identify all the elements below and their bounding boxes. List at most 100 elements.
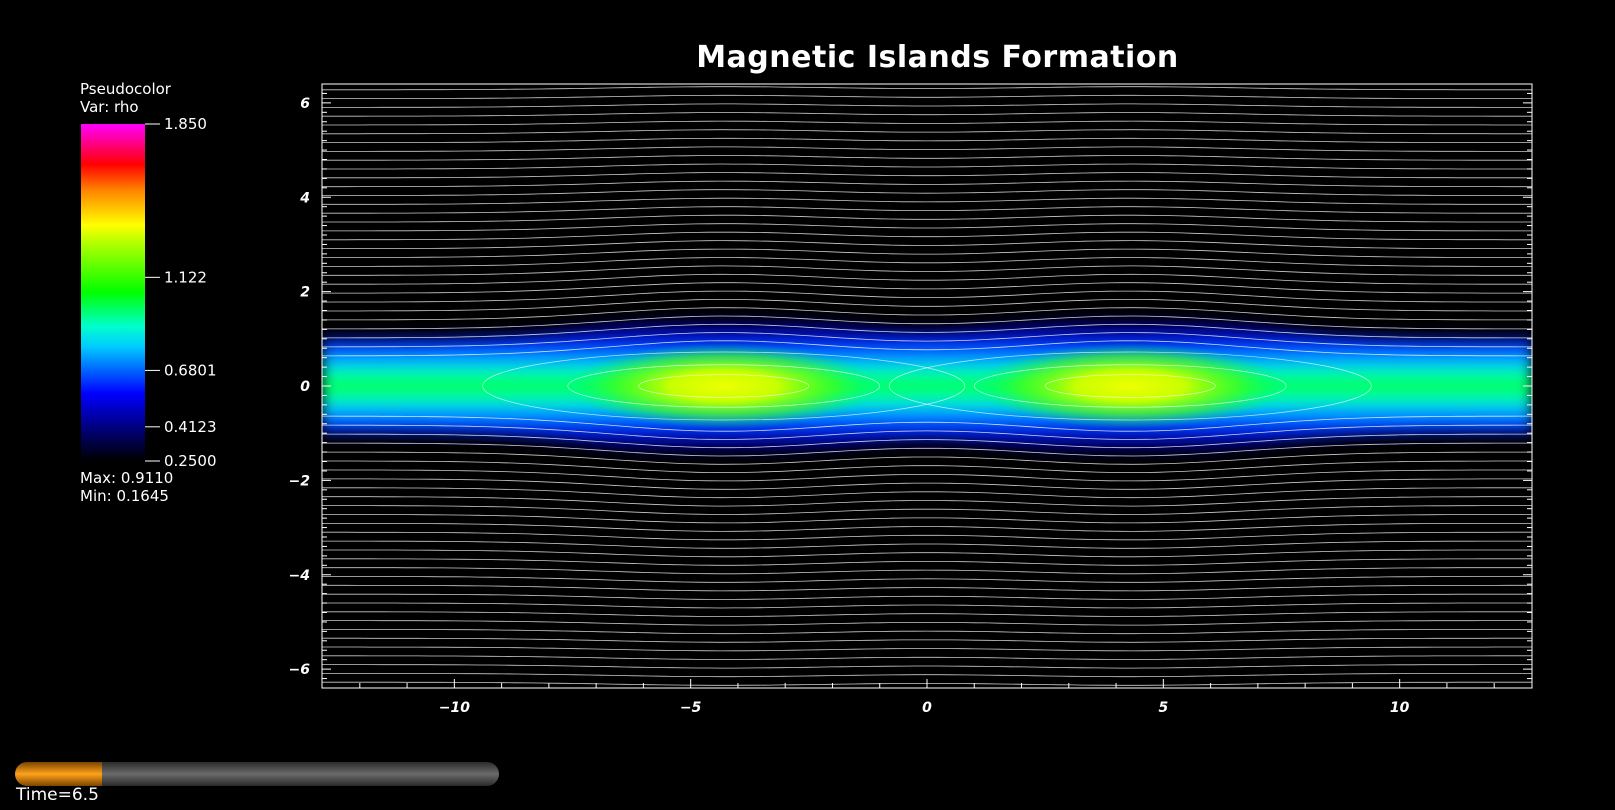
island-core-1 bbox=[974, 343, 1287, 429]
field-line-30 bbox=[322, 214, 1532, 223]
colorbar bbox=[81, 124, 145, 461]
field-line-35 bbox=[322, 567, 1532, 575]
field-line-56 bbox=[322, 103, 1532, 108]
field-line-0 bbox=[322, 340, 1532, 357]
y-tick-label-4: 2 bbox=[300, 285, 310, 301]
field-line-60 bbox=[322, 86, 1532, 91]
field-line-47 bbox=[322, 620, 1532, 626]
axis-ticks: −10 −5 0 5 10 −6 −4 −2 0 2 4 6 bbox=[289, 83, 1532, 716]
y-tick-label-5: 4 bbox=[299, 190, 310, 206]
legend-max: Max: 0.9110 bbox=[80, 469, 174, 487]
field-line-36 bbox=[322, 189, 1532, 196]
chart-title: Magnetic Islands Formation bbox=[696, 40, 1179, 75]
field-line-26 bbox=[322, 231, 1532, 241]
field-line-54 bbox=[322, 112, 1532, 117]
field-line-43 bbox=[322, 602, 1532, 609]
field-line-33 bbox=[322, 558, 1532, 566]
field-line-57 bbox=[322, 664, 1532, 669]
colorbar-tick-label-1: 1.122 bbox=[164, 268, 207, 286]
field-line-15 bbox=[322, 478, 1532, 490]
field-line-6 bbox=[322, 315, 1532, 330]
colorbar-tick-label-3: 0.4123 bbox=[164, 418, 217, 436]
field-line-50 bbox=[322, 129, 1532, 135]
colorbar-tick-label-2: 0.6801 bbox=[164, 361, 217, 379]
time-label: Time=6.5 bbox=[16, 785, 99, 805]
field-line-53 bbox=[322, 646, 1532, 652]
field-line-48 bbox=[322, 137, 1532, 143]
x-tick-label-2: 0 bbox=[922, 700, 932, 716]
field-line-25 bbox=[322, 523, 1532, 532]
field-line-3 bbox=[322, 424, 1532, 440]
magnetic-islands bbox=[567, 343, 1287, 429]
field-line-5 bbox=[322, 433, 1532, 449]
island-flux-surface-0-1 bbox=[567, 364, 881, 408]
island-flux-surface-0-0 bbox=[482, 351, 966, 421]
x-tick-label-0: −10 bbox=[439, 700, 470, 716]
field-line-7 bbox=[322, 442, 1532, 457]
legend-min: Min: 0.1645 bbox=[80, 487, 169, 505]
island-core-0 bbox=[567, 343, 880, 429]
field-line-1 bbox=[322, 415, 1532, 432]
field-line-59 bbox=[322, 673, 1532, 678]
field-line-13 bbox=[322, 469, 1532, 482]
field-line-28 bbox=[322, 223, 1532, 232]
field-line-2 bbox=[322, 332, 1532, 348]
field-line-49 bbox=[322, 629, 1532, 635]
y-tick-label-6: 6 bbox=[300, 96, 310, 112]
field-line-45 bbox=[322, 611, 1532, 617]
field-line-19 bbox=[322, 496, 1532, 507]
y-tick-label-3: 0 bbox=[300, 379, 310, 395]
time-slider-fill bbox=[15, 762, 103, 786]
y-tick-label-1: −4 bbox=[289, 568, 310, 584]
field-line-11 bbox=[322, 460, 1532, 473]
y-tick-label-2: −2 bbox=[289, 473, 310, 489]
field-line-27 bbox=[322, 531, 1532, 541]
field-line-40 bbox=[322, 172, 1532, 179]
pseudocolor-field bbox=[322, 86, 1532, 686]
field-line-32 bbox=[322, 206, 1532, 214]
field-line-55 bbox=[322, 655, 1532, 660]
field-line-20 bbox=[322, 257, 1532, 267]
field-line-12 bbox=[322, 290, 1532, 303]
x-tick-label-1: −5 bbox=[680, 700, 702, 716]
field-line-39 bbox=[322, 584, 1532, 592]
x-tick-label-4: 10 bbox=[1390, 700, 1410, 716]
field-line-58 bbox=[322, 94, 1532, 99]
field-line-14 bbox=[322, 282, 1532, 294]
magnetic-field-lines bbox=[322, 86, 1532, 686]
field-line-24 bbox=[322, 240, 1532, 249]
colorbar-ticks: 1.850 1.122 0.6801 0.4123 0.2500 bbox=[145, 115, 217, 470]
field-line-9 bbox=[322, 451, 1532, 465]
field-line-46 bbox=[322, 146, 1532, 152]
field-line-10 bbox=[322, 299, 1532, 312]
island-flux-surface-1-2 bbox=[1044, 374, 1216, 398]
field-line-34 bbox=[322, 197, 1532, 205]
x-tick-label-3: 5 bbox=[1158, 700, 1168, 716]
field-line-16 bbox=[322, 273, 1532, 285]
y-tick-label-0: −6 bbox=[289, 662, 311, 678]
field-line-37 bbox=[322, 576, 1532, 583]
current-sheet bbox=[322, 312, 1532, 460]
legend-variable: Var: rho bbox=[80, 98, 139, 116]
field-line-44 bbox=[322, 155, 1532, 161]
island-flux-surface-1-0 bbox=[888, 351, 1372, 421]
island-flux-surface-0-2 bbox=[638, 374, 810, 398]
field-line-42 bbox=[322, 163, 1532, 170]
field-line-52 bbox=[322, 120, 1532, 126]
field-line-41 bbox=[322, 593, 1532, 600]
field-line-17 bbox=[322, 487, 1532, 499]
field-line-38 bbox=[322, 180, 1532, 188]
colorbar-tick-label-4: 0.2500 bbox=[164, 452, 217, 470]
field-line-21 bbox=[322, 505, 1532, 515]
field-line-29 bbox=[322, 540, 1532, 549]
colorbar-tick-label-0: 1.850 bbox=[164, 115, 207, 133]
field-line-4 bbox=[322, 323, 1532, 339]
field-line-8 bbox=[322, 307, 1532, 321]
time-slider[interactable] bbox=[15, 762, 499, 786]
field-line-31 bbox=[322, 549, 1532, 558]
field-line-18 bbox=[322, 265, 1532, 276]
field-line-51 bbox=[322, 637, 1532, 643]
island-flux-surface-1-1 bbox=[973, 364, 1287, 408]
field-line-23 bbox=[322, 514, 1532, 524]
